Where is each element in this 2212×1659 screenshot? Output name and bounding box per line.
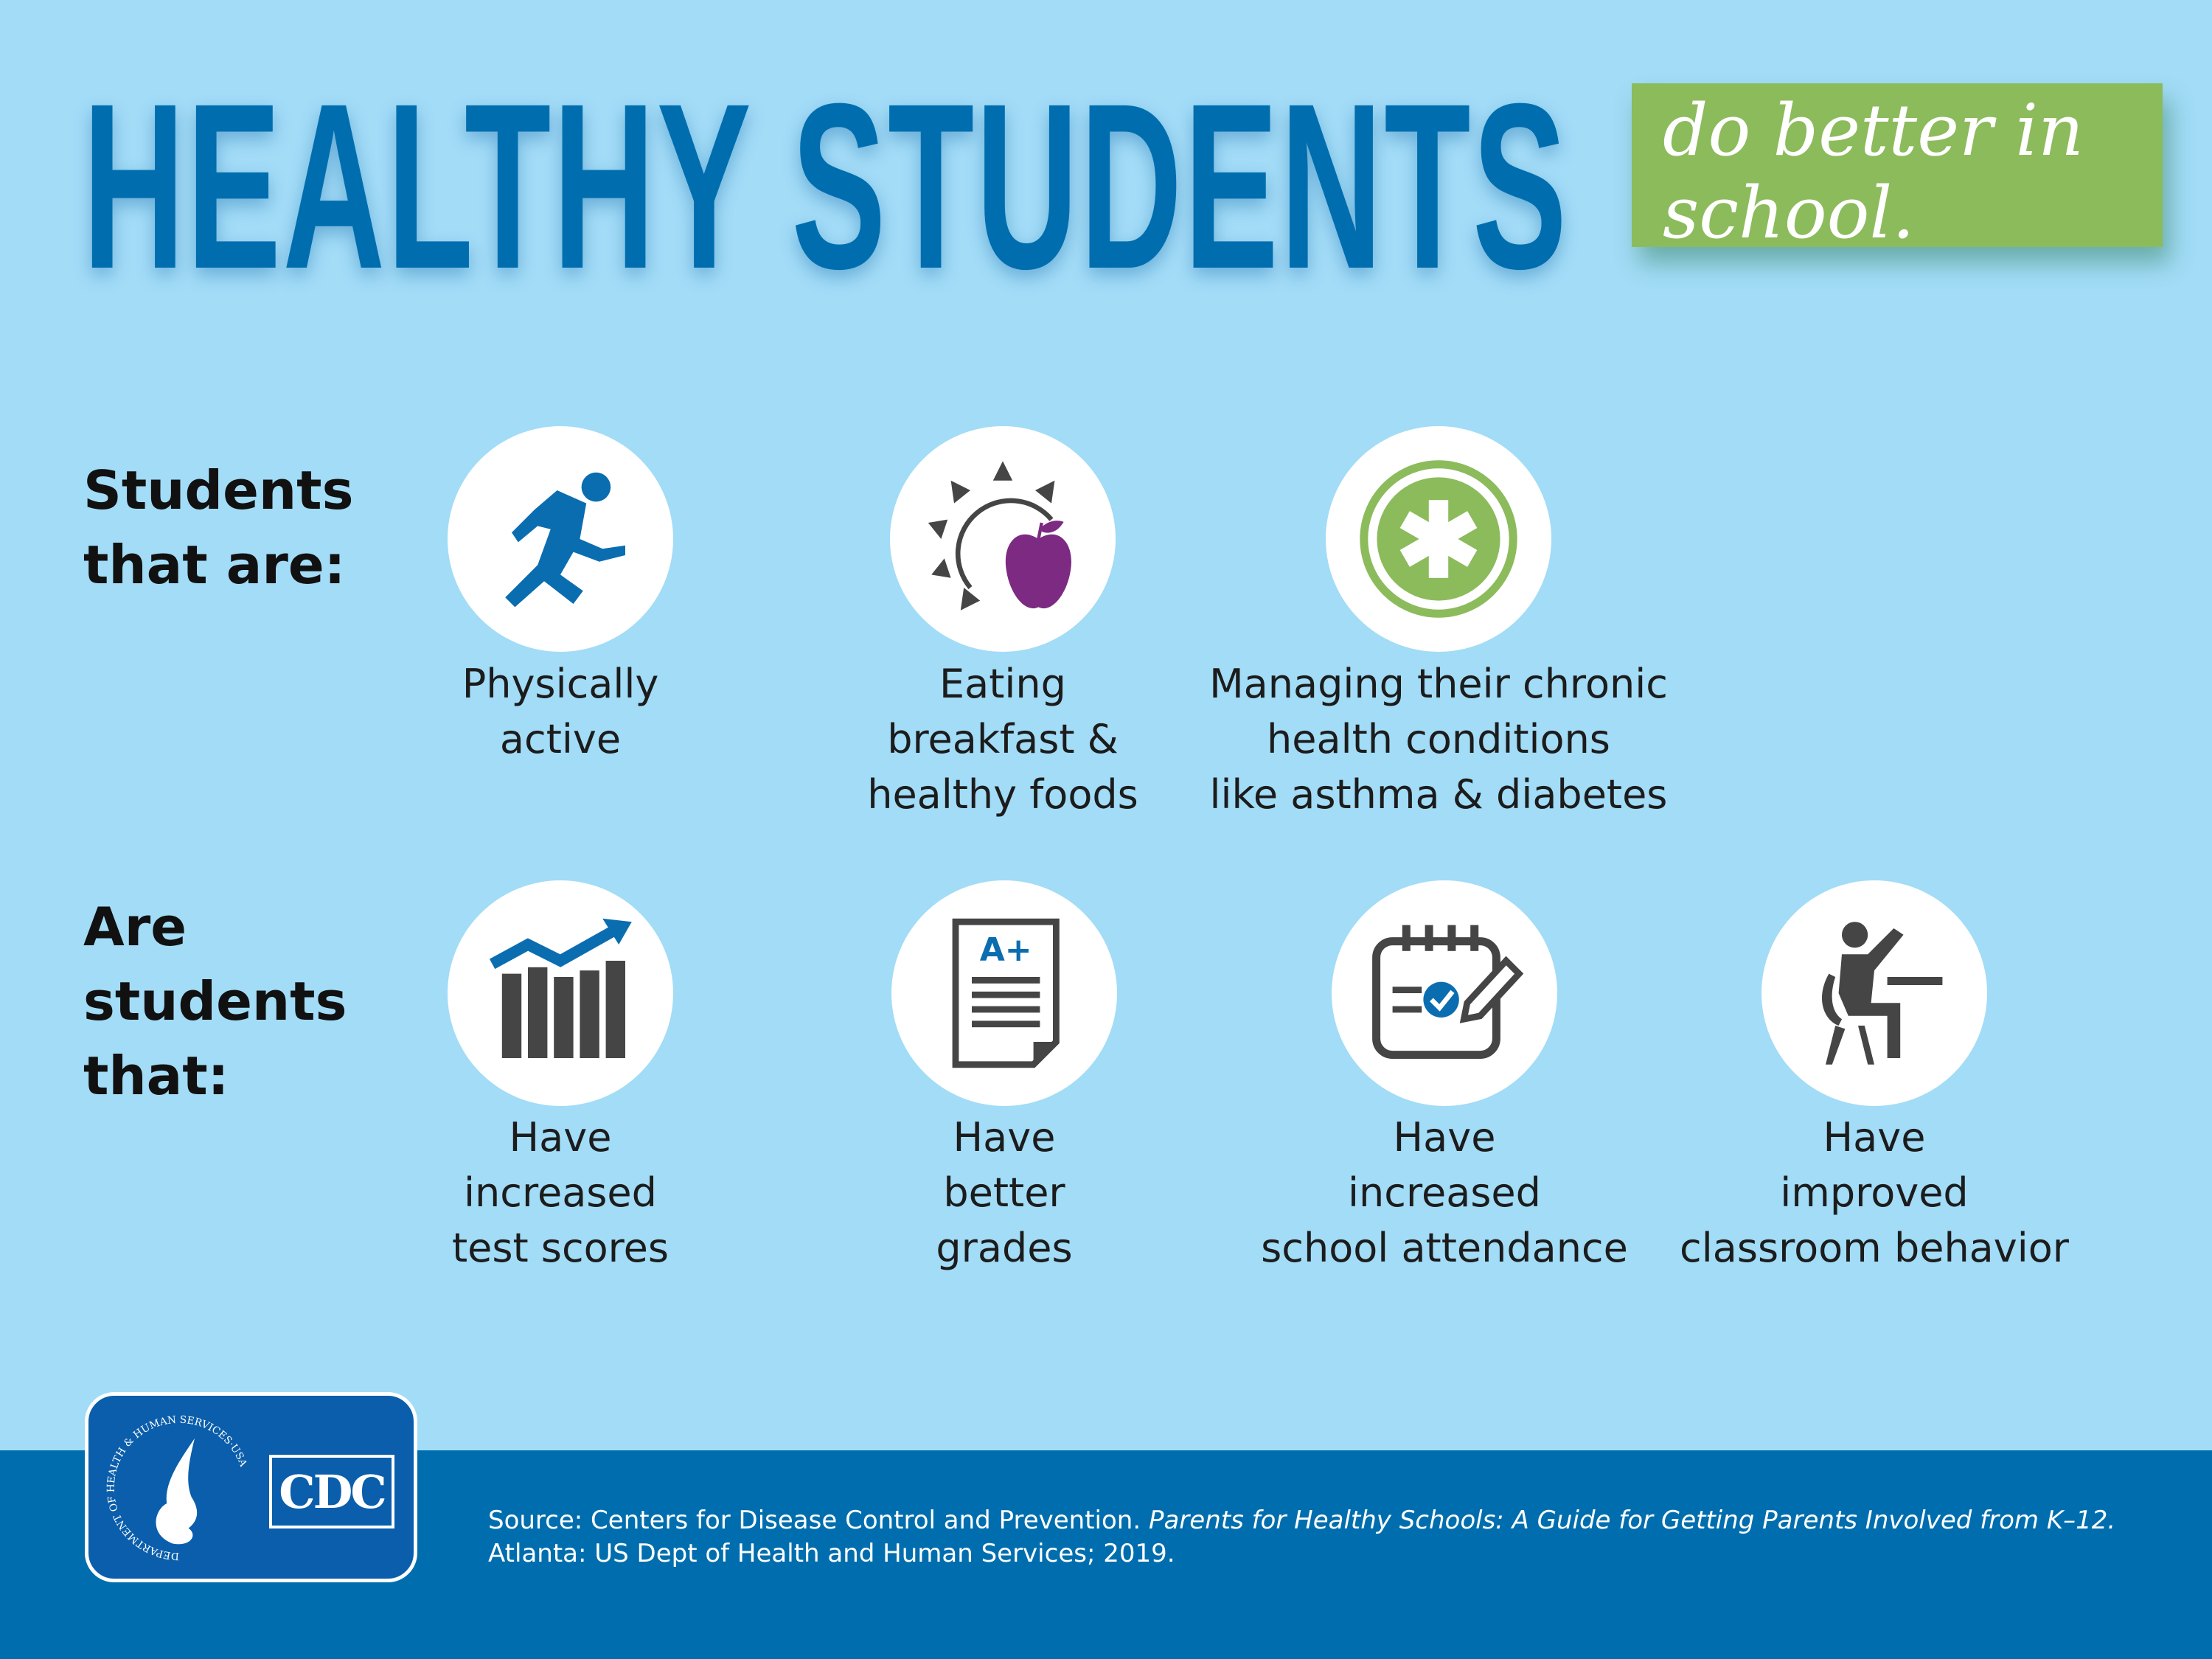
source-publisher: Atlanta: US Dept of Health and Human Ser…	[488, 1539, 1175, 1568]
svg-text:A+: A+	[980, 931, 1032, 969]
student-raising-hand-icon	[1822, 922, 1943, 1065]
row2-heading-line: Are	[83, 896, 187, 958]
calendar-check-icon	[1372, 925, 1524, 1060]
medical-circle	[1326, 426, 1551, 652]
label-line: better	[943, 1169, 1065, 1216]
label-line: increased	[464, 1169, 657, 1216]
label-line: like asthma & diabetes	[1209, 771, 1668, 818]
label-physically-active: Physically active	[324, 656, 796, 767]
tagline-line2: school.	[1663, 172, 1915, 254]
label-line: classroom behavior	[1680, 1225, 2069, 1271]
tagline-box: do better in school.	[1632, 83, 2163, 254]
runner-circle	[448, 426, 673, 652]
behavior-circle	[1761, 880, 1987, 1106]
label-school-attendance: Have increased school attendance	[1208, 1110, 1680, 1276]
label-better-grades: Have better grades	[768, 1110, 1240, 1276]
graded-paper-icon: A+	[952, 918, 1060, 1068]
label-line: increased	[1348, 1169, 1541, 1216]
row2-heading-line: that:	[83, 1045, 229, 1107]
label-line: Have	[953, 1114, 1056, 1161]
label-line: Physically	[462, 661, 659, 707]
hhs-cdc-logo: DEPARTMENT OF HEALTH & HUMAN SERVICES·US…	[85, 1392, 417, 1582]
label-line: grades	[936, 1225, 1073, 1271]
bar-chart-up-icon	[489, 918, 632, 1058]
medical-star-icon	[1360, 460, 1517, 618]
label-line: school attendance	[1261, 1225, 1628, 1271]
source-title: Parents for Healthy Schools: A Guide for…	[1148, 1506, 2116, 1535]
hhs-seal-icon: DEPARTMENT OF HEALTH & HUMAN SERVICES·US…	[105, 1414, 249, 1562]
cdc-logo: CDC	[269, 1455, 394, 1528]
grades-circle: A+	[891, 880, 1117, 1106]
runner-icon	[505, 472, 625, 608]
label-line: Have	[1823, 1114, 1926, 1161]
row1-heading: Students that are:	[83, 453, 353, 602]
label-managing-conditions: Managing their chronic health conditions l…	[1203, 656, 1674, 822]
page-title: HEALTHY STUDENTS	[83, 54, 1569, 318]
attendance-circle	[1332, 880, 1557, 1106]
label-classroom-behavior: Have improved classroom behavior	[1638, 1110, 2110, 1276]
sun-apple-icon	[928, 461, 1071, 611]
label-test-scores: Have increased test scores	[324, 1110, 796, 1276]
row1-heading-line: that are:	[83, 534, 346, 596]
label-eating-breakfast: Eating breakfast & healthy foods	[767, 656, 1239, 822]
label-line: test scores	[451, 1225, 669, 1271]
row1-heading-line: Students	[83, 459, 354, 521]
label-line: Managing their chronic	[1209, 661, 1668, 707]
source-text: Source: Centers for Disease Control and …	[488, 1506, 1149, 1535]
label-line: Have	[1393, 1114, 1496, 1161]
sun-apple-circle	[890, 426, 1116, 652]
chart-circle	[448, 880, 673, 1106]
label-line: health conditions	[1267, 716, 1610, 762]
label-line: healthy foods	[867, 771, 1138, 818]
label-line: breakfast &	[887, 716, 1119, 762]
source-citation: Source: Centers for Disease Control and …	[488, 1504, 2115, 1571]
tagline-line1: do better in	[1663, 89, 2084, 172]
row2-heading: Are students that:	[83, 890, 347, 1113]
label-line: improved	[1780, 1169, 1969, 1216]
label-line: Eating	[939, 661, 1066, 707]
label-line: active	[499, 716, 622, 762]
label-line: Have	[509, 1114, 612, 1161]
row2-heading-line: students	[83, 970, 347, 1032]
